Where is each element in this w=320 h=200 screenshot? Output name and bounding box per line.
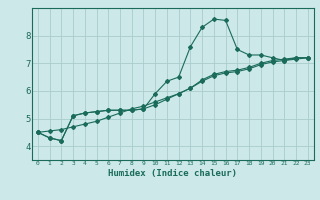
X-axis label: Humidex (Indice chaleur): Humidex (Indice chaleur) [108,169,237,178]
